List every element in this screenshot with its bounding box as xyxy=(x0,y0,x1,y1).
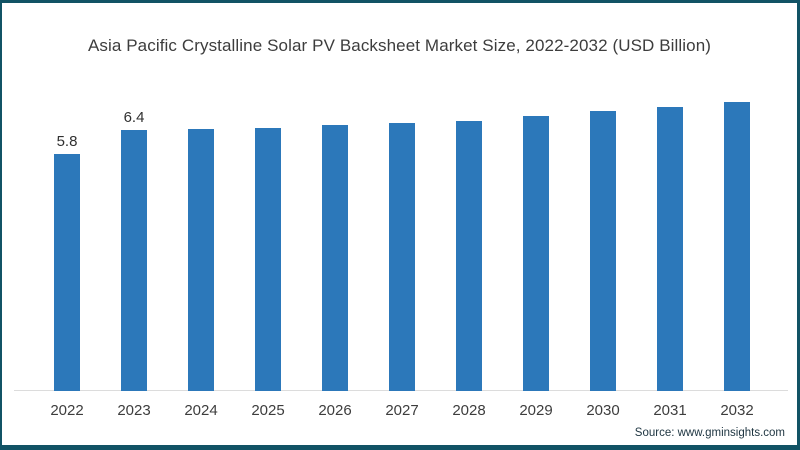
x-axis-label-2022: 2022 xyxy=(50,402,84,419)
bar-value-label-2023: 6.4 xyxy=(123,109,145,126)
bar-2022 xyxy=(54,154,80,391)
x-axis-label-2028: 2028 xyxy=(452,402,486,419)
bar-2027 xyxy=(389,123,415,391)
x-axis-label-2031: 2031 xyxy=(653,402,687,419)
x-axis-label-2023: 2023 xyxy=(117,402,151,419)
bar-2025 xyxy=(255,128,281,391)
x-axis-label-2032: 2032 xyxy=(720,402,754,419)
bar-2030 xyxy=(590,111,616,391)
x-axis-label-2026: 2026 xyxy=(318,402,352,419)
chart-canvas: Asia Pacific Crystalline Solar PV Backsh… xyxy=(2,3,797,445)
bar-2028 xyxy=(456,121,482,391)
chart-title: Asia Pacific Crystalline Solar PV Backsh… xyxy=(87,36,712,55)
bar-2024 xyxy=(188,129,214,391)
bar-2026 xyxy=(322,125,348,391)
bar-2023 xyxy=(121,130,147,391)
x-axis-label-2030: 2030 xyxy=(586,402,620,419)
bar-2032 xyxy=(724,102,750,391)
bar-value-label-2022: 5.8 xyxy=(56,133,78,150)
source-attribution: Source: www.gminsights.com xyxy=(634,427,785,439)
x-axis-label-2024: 2024 xyxy=(184,402,218,419)
x-axis-label-2029: 2029 xyxy=(519,402,553,419)
x-axis-label-2027: 2027 xyxy=(385,402,419,419)
x-axis-label-2025: 2025 xyxy=(251,402,285,419)
bar-2031 xyxy=(657,107,683,391)
bar-2029 xyxy=(523,116,549,391)
